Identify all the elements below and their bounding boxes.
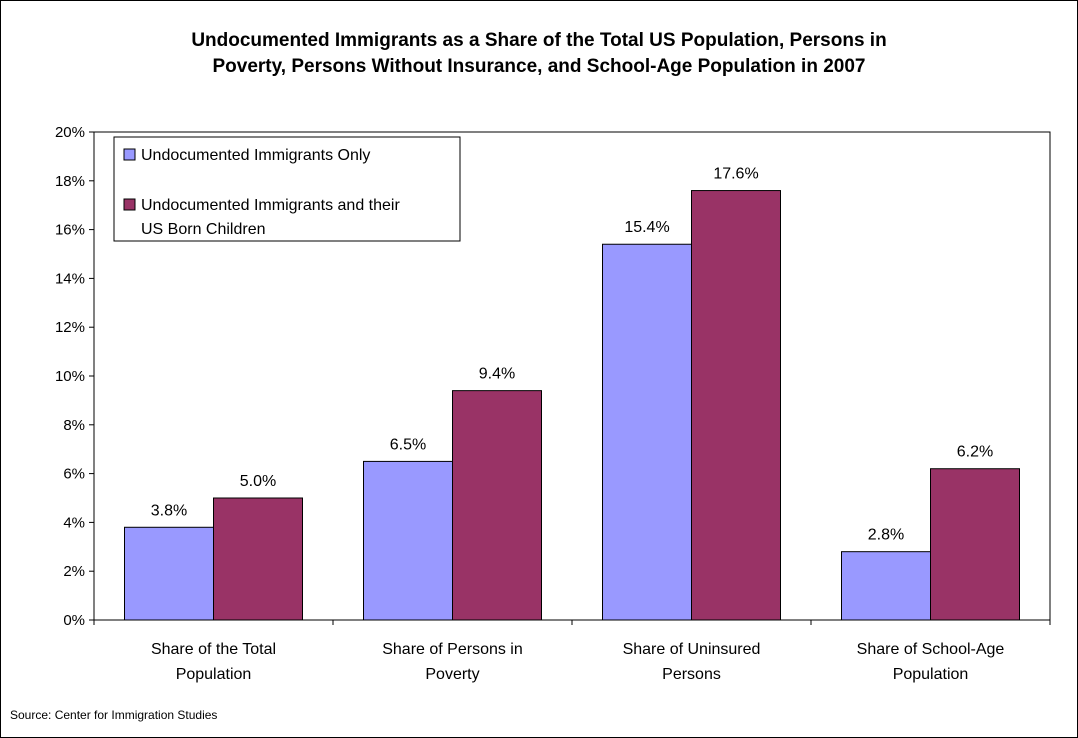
y-tick-label: 16%	[55, 222, 85, 239]
x-category-label: Share of the Total	[151, 641, 276, 658]
bar-value-label: 9.4%	[479, 366, 515, 383]
y-tick-label: 18%	[55, 173, 85, 190]
y-tick-label: 2%	[63, 563, 85, 580]
y-tick-label: 8%	[63, 417, 85, 434]
bar-value-label: 6.2%	[957, 444, 993, 461]
legend	[113, 136, 461, 242]
legend-label: US Born Children	[141, 221, 266, 238]
bar	[930, 468, 1020, 621]
y-tick-label: 12%	[55, 319, 85, 336]
x-category-label: Share of Uninsured	[623, 641, 761, 658]
bar	[452, 390, 542, 621]
y-tick-label: 10%	[55, 368, 85, 385]
x-category-label: Persons	[662, 666, 721, 683]
source-note: Source: Center for Immigration Studies	[10, 708, 218, 722]
bar-value-label: 17.6%	[713, 166, 758, 183]
x-category-label: Population	[893, 666, 969, 683]
legend-label: Undocumented Immigrants and their	[141, 197, 400, 214]
legend-swatch	[123, 148, 136, 161]
y-tick-label: 6%	[63, 466, 85, 483]
bar-value-label: 2.8%	[868, 527, 904, 544]
y-tick-label: 20%	[55, 124, 85, 141]
x-category-label: Poverty	[425, 666, 479, 683]
chart-title-line-2: Poverty, Persons Without Insurance, and …	[212, 56, 866, 77]
y-tick-label: 14%	[55, 270, 85, 287]
x-category-label: Share of Persons in	[382, 641, 523, 658]
bar-value-label: 5.0%	[240, 473, 276, 490]
bar	[124, 526, 214, 621]
legend-swatch	[123, 198, 136, 211]
chart-title: Undocumented Immigrants as a Share of th…	[0, 28, 1078, 80]
bar	[363, 460, 453, 621]
bar-value-label: 15.4%	[624, 219, 669, 236]
bar-value-label: 6.5%	[390, 436, 426, 453]
x-category-label: Population	[176, 666, 252, 683]
y-tick-label: 4%	[63, 514, 85, 531]
x-category-label: Share of School-Age	[857, 641, 1005, 658]
bar	[691, 190, 781, 621]
bar	[602, 243, 692, 621]
y-tick-label: 0%	[63, 612, 85, 629]
chart-title-line-1: Undocumented Immigrants as a Share of th…	[191, 30, 887, 51]
bar	[213, 497, 303, 621]
bar	[841, 551, 931, 621]
legend-label: Undocumented Immigrants Only	[141, 147, 370, 164]
bar-value-label: 3.8%	[151, 502, 187, 519]
